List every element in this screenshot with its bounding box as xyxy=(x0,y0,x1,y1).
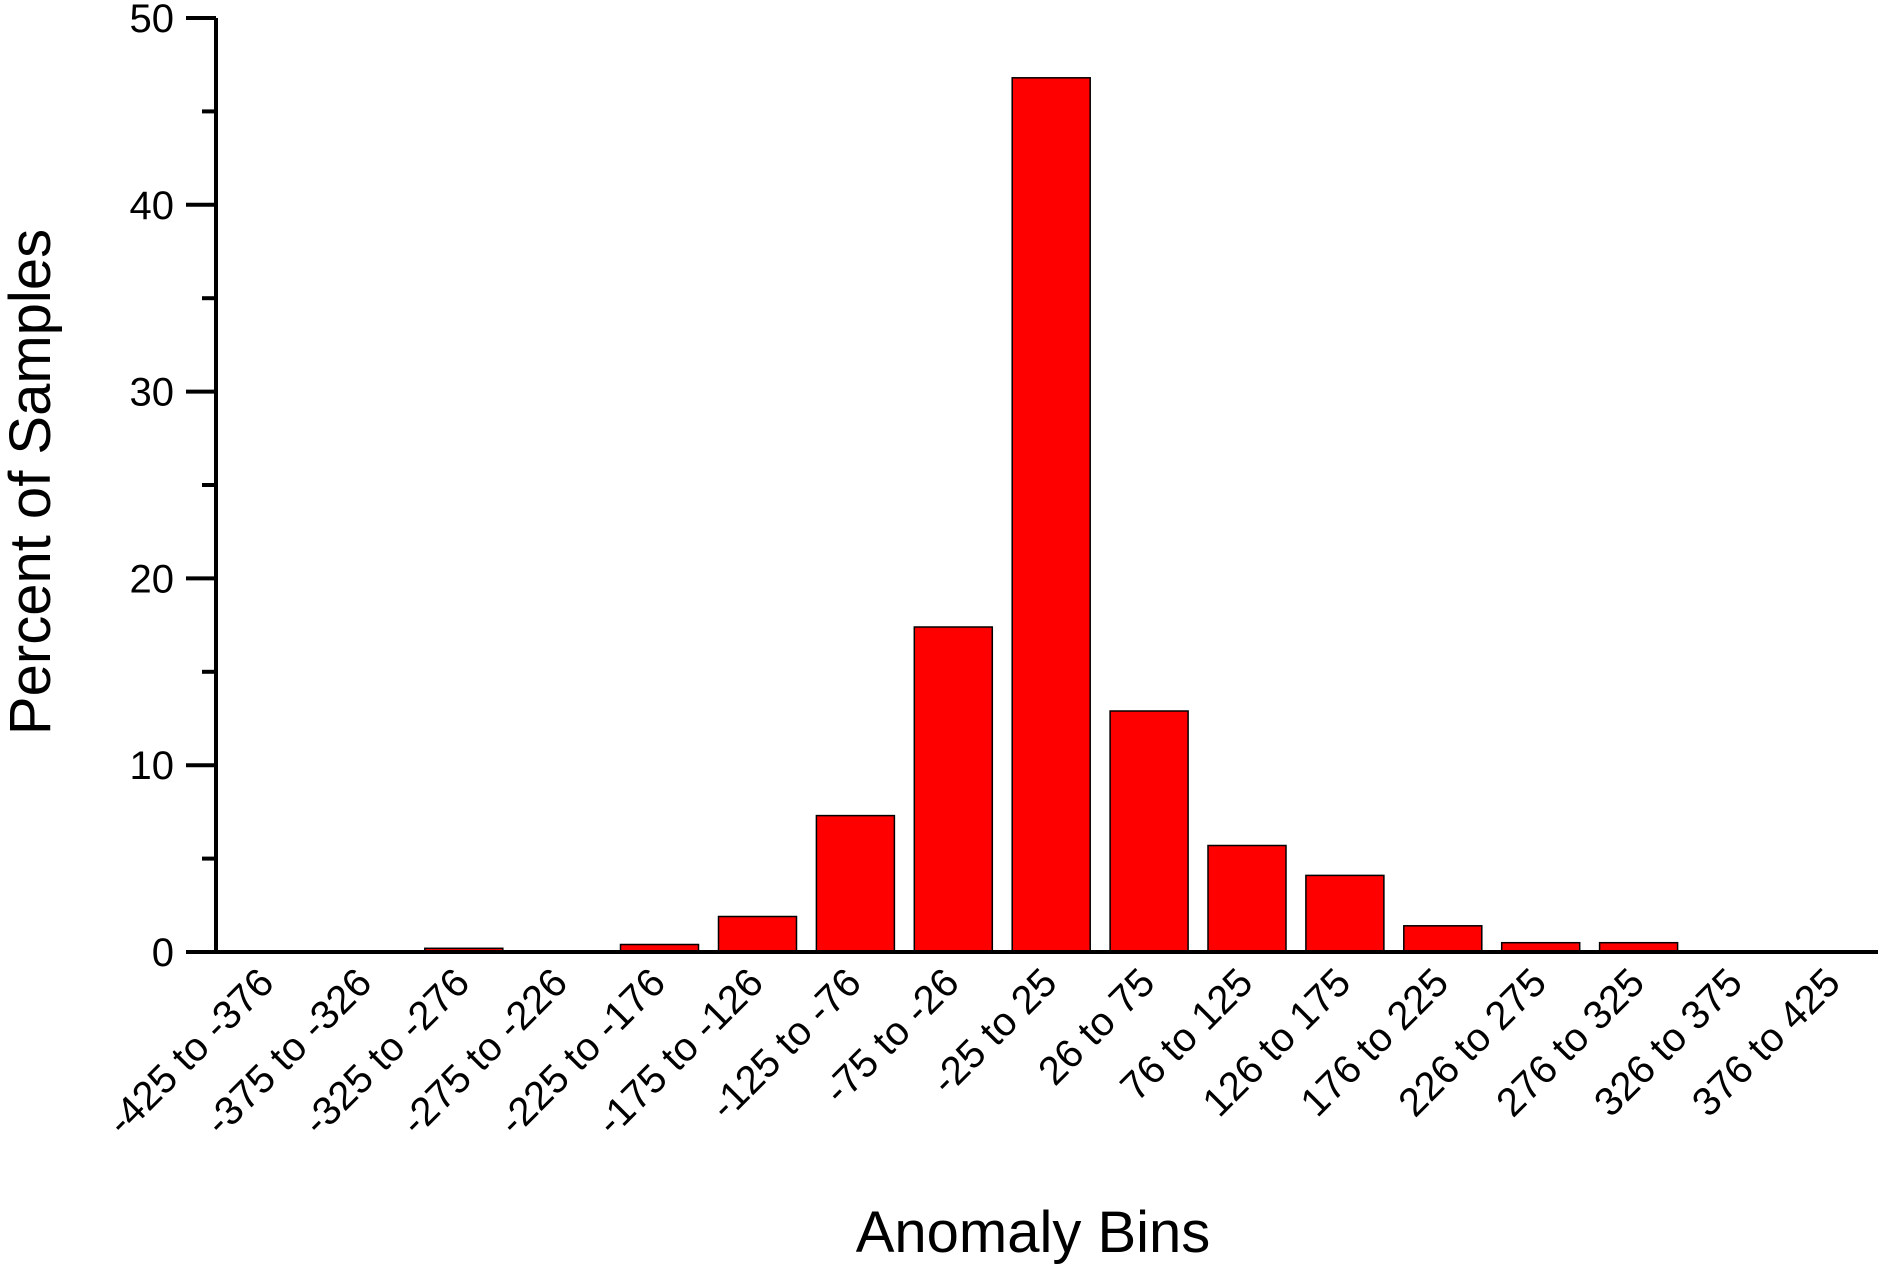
bars-group xyxy=(424,77,1679,953)
y-tick-label-4: 40 xyxy=(130,184,175,228)
y-tick-label-1: 10 xyxy=(130,744,175,788)
bar-5 xyxy=(717,915,798,953)
bar-12 xyxy=(1403,925,1483,953)
bar-10 xyxy=(1207,844,1287,953)
y-tick-label-5: 50 xyxy=(130,0,175,41)
y-tick-label-0: 0 xyxy=(152,931,174,975)
y-tick-label-2: 20 xyxy=(130,557,175,601)
y-tick-label-3: 30 xyxy=(130,371,175,415)
bar-7 xyxy=(913,626,994,953)
x-axis-title: Anomaly Bins xyxy=(856,1200,1211,1265)
bar-9 xyxy=(1109,710,1189,953)
bar-8 xyxy=(1011,77,1091,953)
bar-11 xyxy=(1305,874,1385,953)
bar-6 xyxy=(815,814,896,953)
y-axis-title: Percent of Samples xyxy=(0,229,63,735)
x-ticks-group: -425 to -376-375 to -326-325 to -276-275… xyxy=(99,960,1849,1144)
y-ticks-group: 0 10 20 30 40 50 xyxy=(130,0,216,975)
